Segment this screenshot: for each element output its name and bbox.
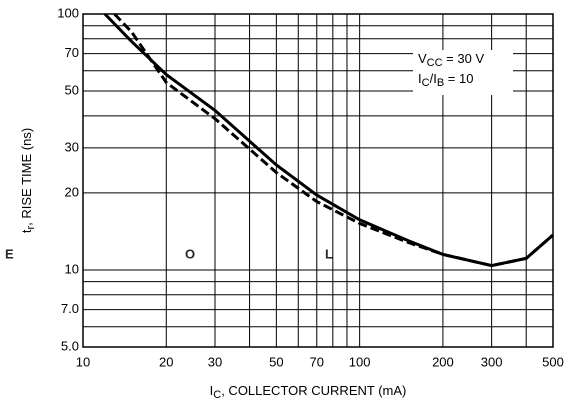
text-part: /I <box>430 71 437 86</box>
text-part: = 30 V <box>443 51 485 66</box>
y-tick-label: 20 <box>65 184 79 199</box>
y-tick-label: 100 <box>57 5 79 20</box>
subscript: CC <box>427 57 443 69</box>
annotation: IC/IB = 10 <box>418 71 473 88</box>
y-tick-label: 5.0 <box>61 338 79 353</box>
text-part: = 10 <box>444 71 473 86</box>
x-tick-label: 10 <box>76 354 90 369</box>
x-tick-label: 100 <box>349 354 371 369</box>
text-part: V <box>418 51 427 66</box>
series-line <box>113 12 554 268</box>
x-tick-label: 20 <box>159 354 173 369</box>
watermark: O <box>185 246 195 261</box>
x-axis-label: IC, COLLECTOR CURRENT (mA) <box>210 383 407 400</box>
subscript: C <box>422 77 430 89</box>
text-part: I <box>210 383 214 398</box>
y-axis-label: tr, RISE TIME (ns) <box>19 128 36 233</box>
y-tick-label: 70 <box>65 45 79 60</box>
x-tick-label: 70 <box>310 354 324 369</box>
watermark: E <box>5 246 14 261</box>
x-tick-label: 50 <box>269 354 283 369</box>
x-tick-label: 500 <box>542 354 564 369</box>
y-tick-label: 30 <box>65 139 79 154</box>
text-part: t <box>19 229 34 233</box>
y-tick-label: 50 <box>65 82 79 97</box>
annotation-bg <box>413 50 513 95</box>
text-part: , RISE TIME (ns) <box>19 128 34 226</box>
annotation: VCC = 30 V <box>418 51 484 68</box>
subscript: r <box>25 226 37 230</box>
subscript: B <box>437 77 444 89</box>
text-part: I <box>418 71 422 86</box>
y-tick-label: 10 <box>65 261 79 276</box>
y-tick-label: 7.0 <box>61 301 79 316</box>
text-part: , COLLECTOR CURRENT (mA) <box>221 383 406 398</box>
subscript: C <box>213 389 221 401</box>
x-tick-label: 200 <box>432 354 454 369</box>
x-tick-label: 300 <box>481 354 503 369</box>
x-tick-label: 30 <box>208 354 222 369</box>
watermark: L <box>325 246 333 261</box>
